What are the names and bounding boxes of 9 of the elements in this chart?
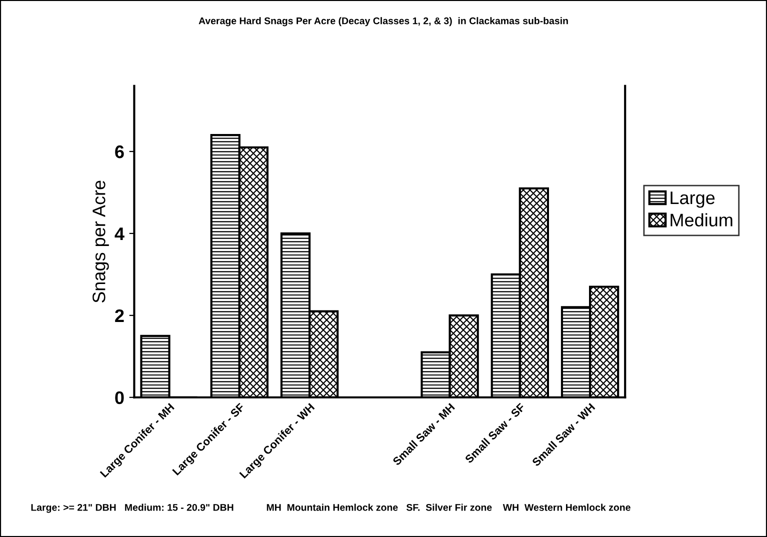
y-tick-label: 0 <box>115 391 124 404</box>
chart-title: Average Hard Snags Per Acre (Decay Classes 1, 2, & 3) in Clackamas sub-basin <box>198 17 568 26</box>
legend-label: Large <box>670 192 715 208</box>
text: Large: >= 21" DBH Medium: 15 - 20.9" DBH MH Mountain Hemlock zone SF. Silver Fir zone WH Western Hemlock zone <box>31 504 630 513</box>
y-tick-label: 2 <box>115 309 124 322</box>
y-axis-title: Snags per Acre <box>92 180 109 303</box>
y-tick-label: 4 <box>114 228 124 240</box>
y-tick-label: 6 <box>115 145 124 158</box>
legend-label: Medium <box>670 213 732 226</box>
